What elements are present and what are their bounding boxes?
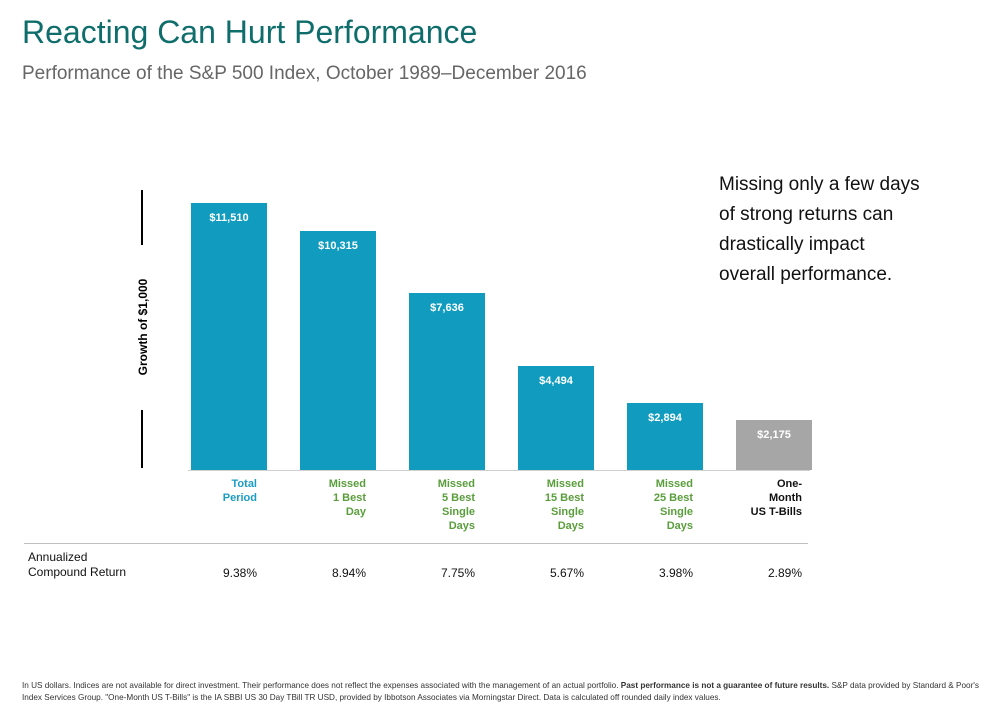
bar xyxy=(736,420,812,470)
returns-divider xyxy=(24,543,808,544)
category-label-line: Single xyxy=(441,506,475,518)
annualized-return-value: 8.94% xyxy=(331,566,366,580)
category-label-line: Days xyxy=(448,520,475,532)
y-axis-bracket-bottom xyxy=(141,410,143,468)
returns-label-line: Compound Return xyxy=(28,565,127,579)
category-label-line: One- xyxy=(776,478,802,490)
category-label-line: Period xyxy=(222,492,257,504)
category-label: One- Month US T-Bills xyxy=(726,477,802,519)
page-subtitle: Performance of the S&P 500 Index, Octobe… xyxy=(22,63,587,84)
callout-line: overall performance. xyxy=(719,264,893,285)
bar-value-label: $10,315 xyxy=(318,240,358,252)
category-label-line: 25 Best xyxy=(653,492,693,504)
footnote-disclaimer: Past performance is not a guarantee of f… xyxy=(620,681,830,690)
returns-row-label: Annualized Compound Return xyxy=(28,550,126,580)
category-label-line: 1 Best xyxy=(332,492,366,504)
bar xyxy=(627,403,703,470)
bar-value-label: $4,494 xyxy=(539,375,573,387)
callout-text: Missing only a few days of strong return… xyxy=(719,170,959,290)
footnote-text: S&P data provided by Standard & Poor's I… xyxy=(22,681,979,702)
category-label-line: US T-Bills xyxy=(750,506,802,518)
category-label-line: Total xyxy=(231,478,257,490)
category-label-line: 15 Best xyxy=(544,492,584,504)
footnote: In US dollars. Indices are not available… xyxy=(22,680,982,704)
annualized-return-value: 2.89% xyxy=(767,566,802,580)
category-label: Missed 25 Best Single Days xyxy=(617,477,693,533)
category-label-line: Missed xyxy=(546,478,584,490)
bar-value-label: $2,894 xyxy=(648,412,682,424)
category-label: Total Period xyxy=(181,477,257,505)
page-title: Reacting Can Hurt Performance xyxy=(22,14,478,50)
bar-value-label: $11,510 xyxy=(209,212,249,224)
bar xyxy=(409,293,485,470)
bar-value-label: $2,175 xyxy=(757,429,791,441)
annualized-return-value: 9.38% xyxy=(222,566,257,580)
footnote-text: In US dollars. Indices are not available… xyxy=(22,681,621,690)
callout-line: drastically impact xyxy=(719,234,865,255)
chart-baseline xyxy=(188,470,810,471)
category-label: Missed 1 Best Day xyxy=(290,477,366,519)
returns-label-line: Annualized xyxy=(28,550,88,564)
category-label-line: Days xyxy=(557,520,584,532)
annualized-return-value: 5.67% xyxy=(549,566,584,580)
callout-line: Missing only a few days xyxy=(719,174,920,195)
category-label-line: Day xyxy=(345,506,366,518)
category-label-line: Days xyxy=(666,520,693,532)
category-label-line: Missed xyxy=(328,478,366,490)
category-label: Missed 15 Best Single Days xyxy=(508,477,584,533)
category-label-line: Missed xyxy=(437,478,475,490)
bar-value-label: $7,636 xyxy=(430,302,464,314)
bar xyxy=(518,366,594,470)
bar xyxy=(300,231,376,470)
annualized-return-value: 7.75% xyxy=(440,566,475,580)
category-label-line: Single xyxy=(659,506,693,518)
category-label: Missed 5 Best Single Days xyxy=(399,477,475,533)
category-label-line: Month xyxy=(769,492,802,504)
category-label-line: Missed xyxy=(655,478,693,490)
bar xyxy=(191,203,267,470)
category-label-line: Single xyxy=(550,506,584,518)
y-axis-bracket-top xyxy=(141,190,143,245)
category-label-line: 5 Best xyxy=(441,492,475,504)
annualized-return-value: 3.98% xyxy=(658,566,693,580)
callout-line: of strong returns can xyxy=(719,204,894,225)
y-axis-label: Growth of $1,000 xyxy=(136,278,150,376)
